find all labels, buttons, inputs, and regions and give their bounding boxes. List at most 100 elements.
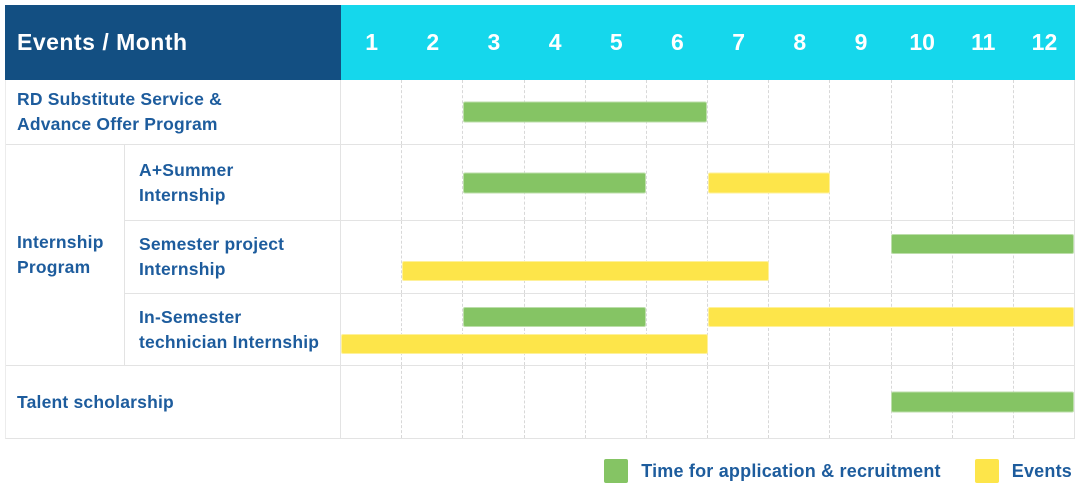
month-header-label: 8	[793, 29, 807, 55]
application-bar	[463, 101, 708, 123]
month-cell	[768, 366, 829, 438]
month-cell	[768, 80, 829, 144]
month-cell	[645, 145, 707, 220]
month-cell	[951, 145, 1013, 220]
events-bar	[402, 261, 769, 281]
month-cell	[341, 366, 401, 438]
row-rd: RD Substitute Service & Advance Offer Pro…	[6, 80, 1074, 144]
row-label-insem: In-Semester technician Internship	[125, 294, 341, 365]
month-cell	[1012, 80, 1074, 144]
header-title: Events / Month	[5, 5, 341, 80]
month-header-label: 12	[1031, 29, 1058, 55]
table-header-row: Events / Month 1 2 3 4 5 6 7 8 9 10 11 12	[5, 5, 1075, 80]
month-grid-rd	[341, 80, 1074, 144]
label-line: Semester project	[139, 234, 285, 254]
month-cell	[462, 80, 523, 144]
label-line: technician Internship	[139, 331, 320, 352]
legend-label-events: Events	[1011, 460, 1072, 481]
month-cell	[890, 294, 952, 365]
legend-label-application: Time for application & recruitment	[641, 460, 941, 481]
month-cell	[523, 221, 585, 293]
month-cell	[951, 294, 1013, 365]
group-label-internship: Internship Program	[6, 145, 125, 365]
application-bar	[463, 172, 647, 193]
month-header-label: 11	[971, 29, 996, 55]
month-cell	[462, 145, 523, 220]
month-cell	[1012, 294, 1074, 365]
label-line: Internship	[17, 232, 104, 252]
month-cell	[1012, 221, 1074, 293]
application-bar	[890, 391, 1074, 413]
row-label-talent: Talent scholarship	[6, 366, 341, 438]
label-line: Internship	[139, 259, 226, 279]
month-cell	[401, 294, 462, 365]
events-bar	[341, 334, 708, 354]
events-month-gantt-table: Events / Month 1 2 3 4 5 6 7 8 9 10 11 12 RD Substi…	[5, 5, 1075, 439]
label-line: Program	[17, 257, 91, 277]
month-cell	[462, 294, 523, 365]
month-cell	[584, 366, 646, 438]
month-cell	[523, 366, 585, 438]
month-cell	[584, 294, 646, 365]
month-cell	[890, 221, 952, 293]
month-cell	[768, 294, 829, 365]
row-semester: Semester project Internship	[125, 220, 1074, 293]
row-label-semester: Semester project Internship	[125, 221, 341, 293]
month-grid-talent	[341, 366, 1074, 438]
row-label-rd: RD Substitute Service & Advance Offer Pro…	[6, 80, 341, 144]
month-grid-semester	[341, 221, 1074, 293]
month-cell	[341, 294, 401, 365]
events-bar	[707, 307, 1074, 327]
month-cell	[707, 80, 768, 144]
row-talent: Talent scholarship	[6, 365, 1074, 438]
month-header-label: 7	[732, 29, 746, 55]
label-line: Internship	[139, 184, 226, 205]
month-cell	[645, 366, 707, 438]
month-cell	[1012, 145, 1074, 220]
month-cell	[707, 366, 768, 438]
month-cell	[523, 294, 585, 365]
month-cell	[462, 221, 523, 293]
month-header-label: 2	[426, 29, 440, 55]
month-cell	[707, 294, 768, 365]
label-line: RD Substitute Service &	[17, 89, 222, 109]
month-grid-aplus	[341, 145, 1074, 220]
month-cell	[645, 221, 707, 293]
month-cell	[829, 294, 890, 365]
month-cell	[890, 145, 952, 220]
month-cell	[951, 80, 1013, 144]
month-cell	[401, 145, 462, 220]
month-cell	[951, 221, 1013, 293]
group-internship: Internship Program A+Summer Internship Semes…	[6, 144, 1074, 365]
row-label-aplus: A+Summer Internship	[125, 145, 341, 220]
month-header-label: 6	[671, 29, 684, 55]
row-aplus: A+Summer Internship	[125, 145, 1074, 220]
month-cell	[401, 80, 462, 144]
month-cell	[768, 221, 829, 293]
application-legend-swatch	[604, 459, 629, 483]
label-line: Talent scholarship	[17, 391, 174, 412]
month-cell	[341, 80, 401, 144]
month-header-label: 9	[854, 29, 868, 55]
month-cell	[341, 145, 401, 220]
row-insem: In-Semester technician Internship	[125, 293, 1074, 365]
month-cell	[584, 221, 646, 293]
month-header-label: 10	[909, 29, 935, 55]
legend-item-application: Time for application & recruitment	[604, 459, 941, 483]
month-cell	[707, 221, 768, 293]
month-cell	[645, 294, 707, 365]
label-line: A+Summer	[139, 159, 234, 180]
month-header-label: 5	[609, 29, 623, 55]
month-cell	[890, 80, 952, 144]
events-legend-swatch	[974, 459, 999, 483]
label-line: In-Semester	[139, 306, 242, 327]
application-bar	[463, 307, 647, 327]
month-cell	[462, 366, 523, 438]
application-bar	[890, 234, 1074, 254]
month-cell	[341, 221, 401, 293]
month-cell	[829, 366, 890, 438]
month-cell	[829, 80, 890, 144]
month-cell	[401, 366, 462, 438]
month-grid-insem	[341, 294, 1074, 365]
month-header-label: 1	[365, 29, 378, 55]
